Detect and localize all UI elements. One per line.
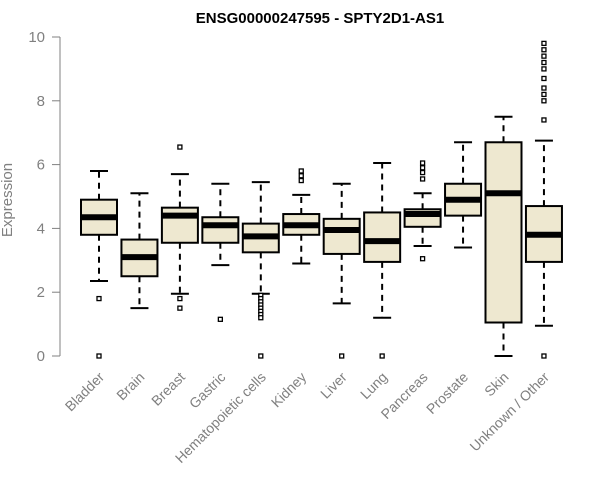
outlier-point — [419, 256, 426, 262]
outlier-point — [298, 173, 304, 179]
outlier-point — [419, 160, 426, 166]
outlier-point — [419, 165, 426, 171]
outlier-point — [177, 305, 183, 311]
iqr-box — [363, 211, 402, 263]
outlier-point — [379, 353, 385, 359]
y-tick-label: 0 — [37, 348, 45, 365]
outlier-point — [177, 295, 183, 302]
box-pancreas — [403, 160, 442, 262]
outlier-point — [541, 75, 547, 82]
boxes — [80, 40, 563, 359]
y-tick-label: 4 — [37, 220, 45, 237]
y-tick-label: 2 — [37, 284, 45, 301]
box-prostate — [444, 141, 483, 249]
outlier-point — [177, 144, 183, 150]
y-tick-label: 6 — [37, 157, 45, 174]
outlier-point — [541, 91, 547, 98]
outlier-point — [541, 47, 547, 53]
outlier-point — [419, 169, 426, 176]
x-tick-label: Bladder — [62, 369, 108, 415]
box-brain — [120, 192, 159, 310]
outlier-point — [96, 353, 102, 359]
x-tick-label: Lung — [357, 369, 390, 402]
box-gastric — [201, 182, 240, 322]
outlier-point — [96, 295, 102, 302]
outlier-point — [541, 53, 547, 59]
box-bladder — [80, 169, 118, 359]
x-tick-label: Skin — [481, 369, 512, 400]
outlier-point — [298, 177, 304, 184]
x-tick-label: Breast — [148, 369, 188, 409]
outlier-point — [541, 85, 547, 91]
outlier-point — [541, 66, 547, 72]
y-tick-label: 8 — [37, 93, 45, 110]
box-lung — [363, 162, 402, 359]
box-skin — [484, 115, 523, 357]
iqr-box — [201, 216, 240, 244]
outlier-point — [541, 353, 547, 359]
outlier-point — [541, 98, 547, 104]
outlier-point — [298, 168, 304, 174]
chart-title: ENSG00000247595 - SPTY2D1-AS1 — [196, 10, 444, 27]
iqr-box — [322, 217, 361, 255]
box-unknown-other — [524, 40, 563, 359]
outlier-point — [339, 353, 345, 359]
box-liver — [322, 182, 361, 359]
outlier-point — [258, 315, 264, 321]
outlier-point — [541, 40, 547, 47]
outlier-point — [541, 117, 547, 123]
outlier-point — [541, 59, 547, 66]
outlier-point — [419, 176, 426, 182]
iqr-box — [484, 141, 523, 324]
x-tick-label: Brain — [113, 369, 147, 403]
x-tick-label: Prostate — [423, 369, 471, 417]
y-tick-label: 10 — [28, 29, 45, 46]
box-breast — [160, 144, 199, 311]
y-axis-label: Expression — [0, 163, 16, 237]
box-hematopoietic-cells — [241, 181, 280, 359]
box-kidney — [282, 168, 321, 265]
outlier-point — [217, 316, 224, 322]
x-tick-label: Liver — [317, 369, 350, 402]
outlier-point — [258, 353, 264, 359]
x-tick-label: Kidney — [268, 369, 310, 411]
y-axis: 0 2 4 6 8 10 — [28, 29, 61, 365]
